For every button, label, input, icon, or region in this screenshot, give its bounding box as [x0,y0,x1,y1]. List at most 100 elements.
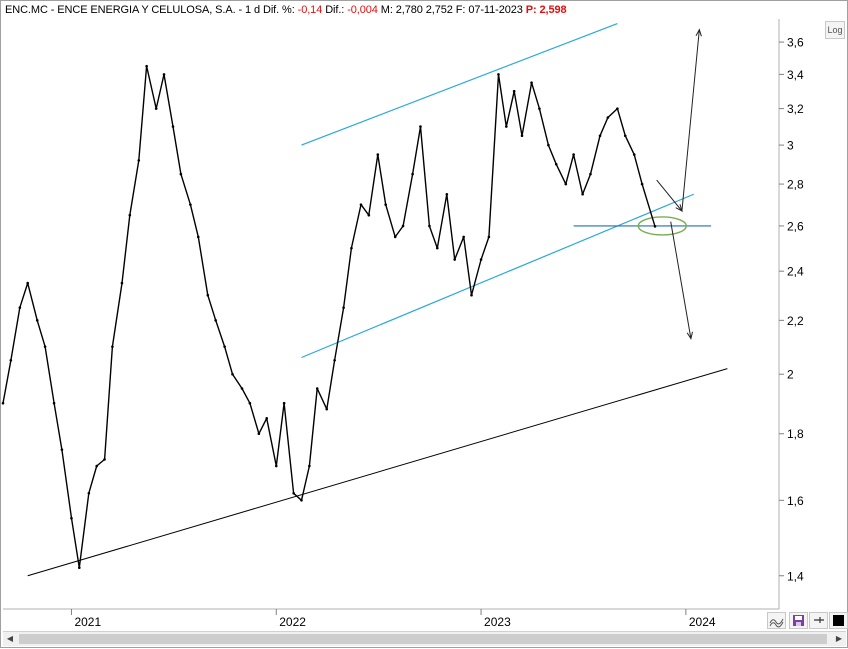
date-label: F: [455,4,466,16]
price-point [581,192,584,196]
price-point [120,281,124,285]
price-point [35,319,39,322]
price-point [632,153,636,156]
highlight-ellipse [637,216,687,236]
y-tick-label: 2,4 [787,265,804,279]
price-point [154,107,158,110]
price-point [128,213,132,217]
price-point [206,293,210,297]
price-point [350,246,353,250]
wave-icon[interactable] [767,612,786,629]
price-point [547,143,550,147]
y-tick-label: 2,8 [787,178,804,192]
price-point [162,73,166,76]
price-point [214,319,217,322]
y-tick-label: 1,8 [787,427,804,441]
price-point [52,401,56,405]
price-point [598,134,602,138]
price-point [453,258,456,261]
price-point [70,516,73,520]
price-point [606,116,610,119]
price-point [640,182,644,186]
x-tick-label: 2023 [484,615,511,629]
price-point [196,235,200,239]
plot-area [3,19,779,609]
price-point [87,491,91,495]
price-point [487,235,491,239]
max-label: M: [380,4,393,16]
price-point [479,258,483,261]
price-point [616,107,619,110]
trend-overlays [27,22,728,577]
price-point [367,213,371,217]
price-point [538,107,541,110]
price-point [60,448,64,451]
price-point [470,293,473,297]
price-point [1,401,5,405]
dif-pct-value: -0,14 [297,4,323,16]
price-point [462,235,465,239]
price-point [103,458,106,461]
price-point [333,358,336,362]
price-point [9,358,13,362]
x-axis-ticks: 2021 2022 2023 2024 [70,609,716,629]
scroll-right-icon[interactable]: ▶ [835,634,843,643]
price-point [359,203,363,206]
price-point [411,172,414,176]
arrow-down-head [686,331,693,340]
price-point [95,464,99,468]
dif-value: -0,004 [347,4,378,16]
horizontal-scrollbar[interactable]: ◀ ▶ [3,631,846,646]
price-point [171,125,175,128]
y-tick-label: 2,6 [787,219,804,233]
date-value: 07-11-2023 [468,4,523,16]
channel-lower-line [301,193,694,359]
price-point [257,432,261,436]
y-tick-label: 3,4 [787,68,804,82]
price-point [505,125,508,128]
max-value: 2,780 [395,4,423,16]
price-point [428,224,431,228]
price-point [292,491,295,495]
save-icon[interactable] [789,612,808,629]
price-point [401,224,405,228]
price-point [43,345,47,348]
y-tick-label: 1,4 [787,569,804,583]
color-swatch-icon[interactable] [829,612,848,629]
dif-label: Dif.: [325,4,345,16]
price-point [623,134,627,138]
price-point [376,153,380,156]
y-tick-label: 3,2 [787,102,804,116]
price-point [393,235,397,239]
arrow-up-head [695,28,702,37]
price-point [497,73,500,76]
pin-icon[interactable] [809,612,828,629]
price-point [189,203,192,206]
price-point [137,159,141,162]
scroll-thumb[interactable] [19,634,827,644]
price-point [223,345,226,348]
price-point [231,372,234,376]
y-tick-label: 3,6 [787,36,804,50]
chart-header: ENC.MC - ENCE ENERGIA Y CELULOSA, S.A. -… [5,4,567,16]
price-point [240,387,244,390]
price-point [145,64,148,68]
price-point [384,203,387,206]
price-point [78,566,81,570]
symbol-label: ENC.MC - ENCE ENERGIA Y CELULOSA, S.A. -… [5,4,260,16]
price-point [530,81,533,85]
price-point [265,416,269,420]
x-tick-label: 2024 [689,615,716,629]
price-label: P: [525,4,537,16]
scroll-left-icon[interactable]: ◀ [6,634,14,643]
price-point [445,192,449,196]
y-tick-label: 3 [787,139,794,153]
price-point [653,225,657,228]
price-point [564,182,568,186]
log-scale-button[interactable]: Log [825,21,845,39]
x-tick-label: 2022 [279,615,306,629]
price-point [342,306,345,309]
price-point [554,162,558,166]
